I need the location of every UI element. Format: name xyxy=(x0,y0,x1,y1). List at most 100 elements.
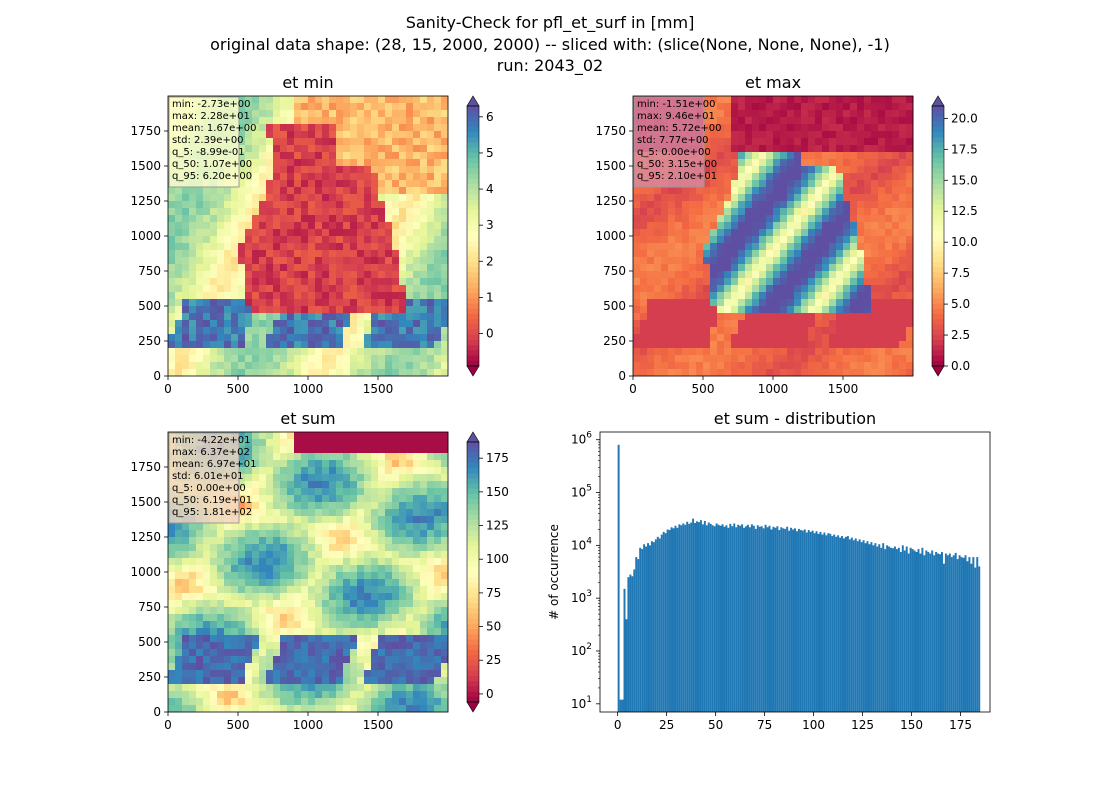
colorbar-segment xyxy=(467,210,479,216)
heatmap-cell xyxy=(196,677,204,685)
heatmap-cell xyxy=(399,677,407,685)
heatmap-cell xyxy=(252,194,260,202)
heatmap-cell xyxy=(301,131,309,139)
heatmap-cell xyxy=(273,446,281,454)
heatmap-cell xyxy=(280,299,288,307)
heatmap-cell xyxy=(633,348,641,356)
heatmap-cell xyxy=(301,117,309,125)
heatmap-cell xyxy=(322,299,330,307)
heatmap-cell xyxy=(843,103,851,111)
heatmap-cell xyxy=(245,166,253,174)
heatmap-cell xyxy=(406,635,414,643)
heatmap-cell xyxy=(294,362,302,370)
heatmap-cell xyxy=(280,334,288,342)
heatmap-cell xyxy=(259,649,267,657)
heatmap-cell xyxy=(399,131,407,139)
heatmap-cell xyxy=(434,579,442,587)
colorbar-segment xyxy=(932,152,944,159)
heatmap-cell xyxy=(364,600,372,608)
heatmap-cell xyxy=(343,257,351,265)
heatmap-cell xyxy=(703,236,711,244)
heatmap-cell xyxy=(378,516,386,524)
heatmap-cell xyxy=(336,222,344,230)
heatmap-cell xyxy=(378,264,386,272)
heatmap-cell xyxy=(420,572,428,580)
heatmap-cell xyxy=(301,236,309,244)
heatmap-cell xyxy=(864,369,872,377)
heatmap-cell xyxy=(210,656,218,664)
heatmap-cell xyxy=(231,600,239,608)
heatmap-cell xyxy=(357,439,365,447)
heatmap-cell xyxy=(308,600,316,608)
heatmap-cell xyxy=(266,579,274,587)
heatmap-cell xyxy=(378,145,386,153)
heatmap-cell xyxy=(217,677,225,685)
y-tick-label: 250 xyxy=(603,334,626,348)
heatmap-cell xyxy=(420,103,428,111)
heatmap-cell xyxy=(829,362,837,370)
heatmap-cell xyxy=(801,180,809,188)
heatmap-cell xyxy=(843,257,851,265)
heatmap-cell xyxy=(850,229,858,237)
heatmap-cell xyxy=(259,642,267,650)
heatmap-cell xyxy=(696,334,704,342)
heatmap-cell xyxy=(210,222,218,230)
heatmap-cell xyxy=(829,124,837,132)
colorbar-frame xyxy=(466,105,480,367)
heatmap-cell xyxy=(357,537,365,545)
heatmap-cell xyxy=(780,320,788,328)
heatmap-cell xyxy=(378,124,386,132)
heatmap-cell xyxy=(301,432,309,440)
heatmap-cell xyxy=(259,306,267,314)
heatmap-cell xyxy=(822,110,830,118)
heatmap-cell xyxy=(217,327,225,335)
heatmap-cell xyxy=(210,572,218,580)
heatmap-cell xyxy=(315,642,323,650)
heatmap-cell xyxy=(238,257,246,265)
heatmap-cell xyxy=(815,271,823,279)
heatmap-cell xyxy=(210,698,218,706)
heatmap-cell xyxy=(420,355,428,363)
heatmap-cell xyxy=(294,250,302,258)
heatmap-cell xyxy=(196,369,204,377)
heatmap-cell xyxy=(168,530,176,538)
heatmap-cell xyxy=(189,313,197,321)
heatmap-cell xyxy=(413,481,421,489)
heatmap-cell xyxy=(252,208,260,216)
heatmap-cell xyxy=(864,187,872,195)
heatmap-cell xyxy=(675,348,683,356)
heatmap-cell xyxy=(252,649,260,657)
heatmap-cell xyxy=(661,362,669,370)
heatmap-cell xyxy=(294,642,302,650)
heatmap-cell xyxy=(413,362,421,370)
heatmap-cell xyxy=(168,691,176,699)
heatmap-cell xyxy=(203,187,211,195)
heatmap-cell xyxy=(308,152,316,160)
heatmap-cell xyxy=(647,236,655,244)
heatmap-cell xyxy=(864,362,872,370)
heatmap-cell xyxy=(801,348,809,356)
heatmap-cell xyxy=(815,313,823,321)
heatmap-cell xyxy=(322,320,330,328)
heatmap-cell xyxy=(745,236,753,244)
heatmap-cell xyxy=(350,215,358,223)
heatmap-cell xyxy=(252,544,260,552)
heatmap-cell xyxy=(245,446,253,454)
heatmap-cell xyxy=(392,243,400,251)
heatmap-cell xyxy=(329,201,337,209)
heatmap-cell xyxy=(441,663,449,671)
heatmap-cell xyxy=(385,215,393,223)
stats-box-et-max xyxy=(633,96,705,188)
heatmap-cell xyxy=(899,173,907,181)
heatmap-cell xyxy=(224,327,232,335)
heatmap-cell xyxy=(203,243,211,251)
heatmap-cell xyxy=(357,257,365,265)
heatmap-cell xyxy=(759,145,767,153)
heatmap-cell xyxy=(210,341,218,349)
heatmap-cell xyxy=(252,341,260,349)
heatmap-cell xyxy=(871,334,879,342)
heatmap-cell xyxy=(871,194,879,202)
heatmap-cell xyxy=(822,292,830,300)
heatmap-cell xyxy=(336,334,344,342)
heatmap-cell xyxy=(294,173,302,181)
